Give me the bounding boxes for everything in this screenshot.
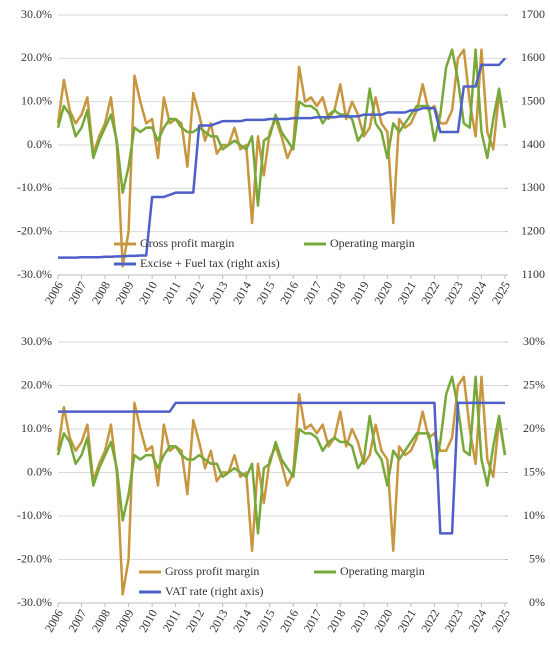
y2-tick-label: 1400 <box>521 137 545 151</box>
x-tick-label: 2011 <box>160 279 184 306</box>
x-tick-label: 2025 <box>489 607 513 635</box>
x-tick-label: 2025 <box>489 279 513 307</box>
x-tick-label: 2008 <box>89 279 113 307</box>
x-tick-label: 2020 <box>371 279 395 307</box>
legend-label: Excise + Fuel tax (right axis) <box>140 256 280 270</box>
y2-tick-label: 1700 <box>521 7 545 21</box>
x-tick-label: 2006 <box>42 607 66 635</box>
x-tick-label: 2007 <box>65 607 89 635</box>
x-tick-label: 2012 <box>183 279 207 307</box>
chart: -30.0% -20.0% -10.0% 0.0% 10.0% 20.0% 30.0% 0% 5… <box>17 334 545 635</box>
legend-label: Gross profit margin <box>165 564 259 578</box>
series-line <box>56 375 507 535</box>
x-tick-label: 2019 <box>348 607 372 635</box>
series-line <box>56 375 507 596</box>
x-tick-label: 2018 <box>324 607 348 635</box>
y-tick-label: 0.0% <box>27 464 52 478</box>
y-tick-label: -20.0% <box>17 551 52 565</box>
legend-label: VAT rate (right axis) <box>165 584 264 598</box>
x-tick-label: 2017 <box>301 279 325 307</box>
y2-tick-label: 30% <box>523 334 545 348</box>
y2-tick-label: 0% <box>529 595 545 609</box>
x-tick-label: 2009 <box>112 607 136 635</box>
series-line <box>56 48 507 207</box>
x-tick-label: 2015 <box>254 279 278 307</box>
chart: -30.0% -20.0% -10.0% 0.0% 10.0% 20.0% 30.0% 110… <box>17 7 545 307</box>
x-tick-label: 2010 <box>136 607 160 635</box>
x-tick-label: 2009 <box>112 279 136 307</box>
x-tick-label: 2024 <box>465 607 489 635</box>
y-tick-label: 10.0% <box>21 93 52 107</box>
x-tick-label: 2016 <box>277 607 301 635</box>
y2-tick-label: 1200 <box>521 223 545 237</box>
x-tick-label: 2022 <box>418 607 442 635</box>
x-tick-label: 2023 <box>442 607 466 635</box>
y2-tick-label: 20% <box>523 421 545 435</box>
x-tick-label: 2014 <box>230 607 254 635</box>
series-line <box>58 401 505 535</box>
x-tick-label: 2015 <box>254 607 278 635</box>
x-tick-label: 2017 <box>301 607 325 635</box>
series-line <box>58 57 506 259</box>
y-tick-label: 10.0% <box>21 421 52 435</box>
x-tick-label: 2010 <box>136 279 160 307</box>
x-tick-label: 2022 <box>418 279 442 307</box>
y2-tick-label: 25% <box>523 377 545 391</box>
y-tick-label: -10.0% <box>17 180 52 194</box>
x-tick-label: 2024 <box>465 279 489 307</box>
y2-tick-label: 1100 <box>521 267 545 281</box>
x-tick-label: 2020 <box>371 607 395 635</box>
y-tick-label: 20.0% <box>21 377 52 391</box>
y-tick-label: -30.0% <box>17 595 52 609</box>
y-tick-label: 30.0% <box>21 7 52 21</box>
x-tick-label: 2021 <box>395 607 419 635</box>
x-tick-label: 2013 <box>207 607 231 635</box>
x-tick-label: 2006 <box>42 279 66 307</box>
x-tick-label: 2023 <box>442 279 466 307</box>
series-line <box>56 48 507 268</box>
y-tick-label: 20.0% <box>21 50 52 64</box>
y-tick-label: -20.0% <box>17 223 52 237</box>
legend-label: Gross profit margin <box>140 236 234 250</box>
y-tick-label: 30.0% <box>21 334 52 348</box>
y2-tick-label: 5% <box>529 551 545 565</box>
x-tick-label: 2018 <box>324 279 348 307</box>
x-tick-label: 2021 <box>395 279 419 307</box>
x-tick-label: 2012 <box>183 607 207 635</box>
y2-tick-label: 1300 <box>521 180 545 194</box>
x-tick-label: 2014 <box>230 279 254 307</box>
y2-tick-label: 10% <box>523 508 545 522</box>
y-tick-label: 0.0% <box>27 137 52 151</box>
legend-label: Operating margin <box>340 564 425 578</box>
x-tick-label: 2007 <box>65 279 89 307</box>
x-tick-label: 2008 <box>89 607 113 635</box>
y-tick-label: -10.0% <box>17 508 52 522</box>
x-tick-label: 2013 <box>207 279 231 307</box>
y-tick-label: -30.0% <box>17 267 52 281</box>
legend-label: Operating margin <box>330 236 415 250</box>
y2-tick-label: 1600 <box>521 50 545 64</box>
y2-tick-label: 15% <box>523 464 545 478</box>
y2-tick-label: 1500 <box>521 93 545 107</box>
x-tick-label: 2011 <box>160 607 184 634</box>
x-tick-label: 2019 <box>348 279 372 307</box>
x-tick-label: 2016 <box>277 279 301 307</box>
